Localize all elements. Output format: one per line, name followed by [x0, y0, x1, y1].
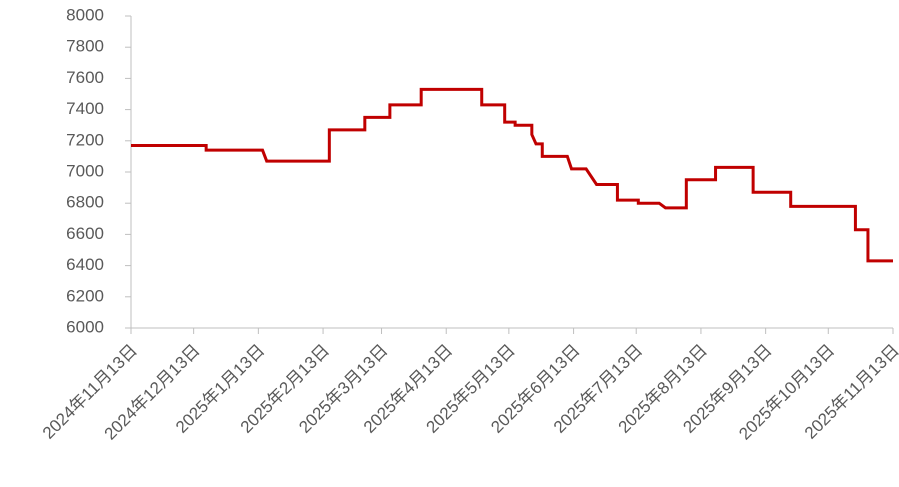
- y-tick-label: 6400: [66, 255, 104, 274]
- line: [131, 87, 893, 263]
- y-tick-label: 8000: [66, 5, 104, 24]
- y-tick-label: 7000: [66, 161, 104, 180]
- y-tick-label: 6600: [66, 224, 104, 243]
- y-tick-label: 7800: [66, 37, 104, 56]
- y-tick-label: 7400: [66, 99, 104, 118]
- y-tick-label: 6200: [66, 286, 104, 305]
- y-tick-label: 7200: [66, 130, 104, 149]
- y-tick-label: 7600: [66, 68, 104, 87]
- y-tick-label: 6000: [66, 317, 104, 336]
- y-tick-label: 6800: [66, 193, 104, 212]
